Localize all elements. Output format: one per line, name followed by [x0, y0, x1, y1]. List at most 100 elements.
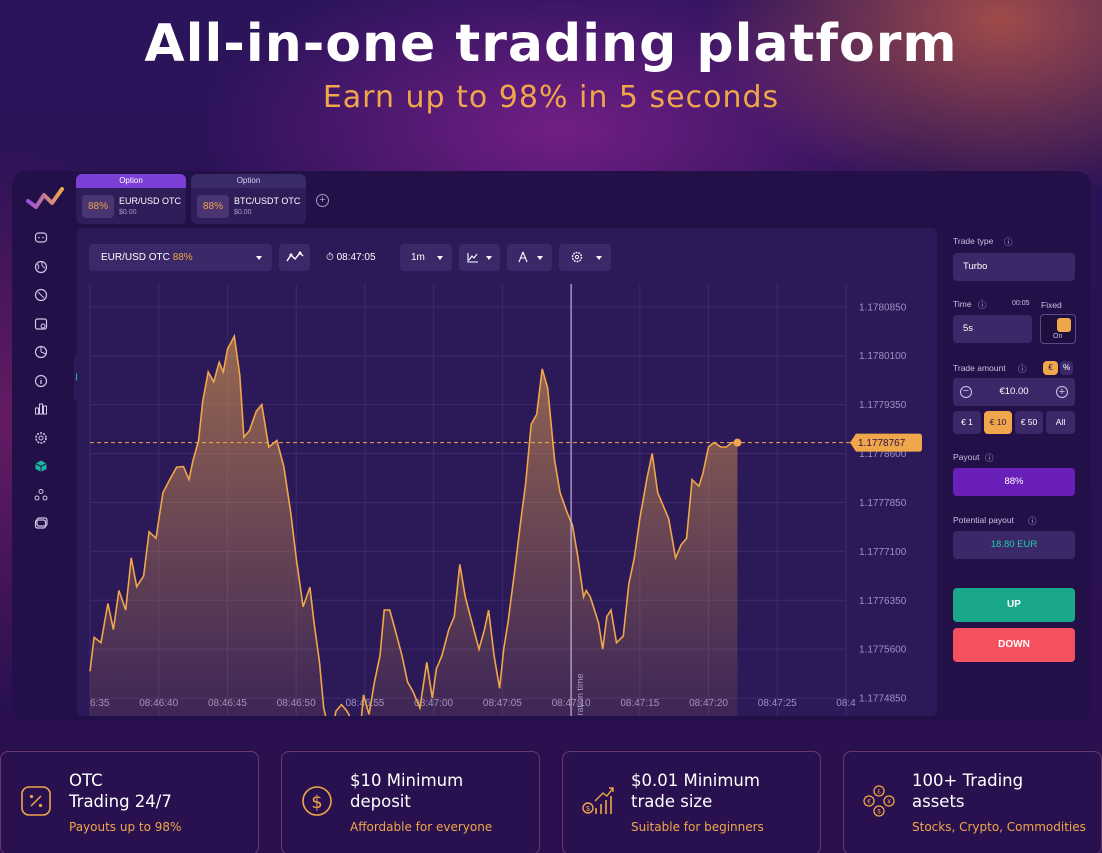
time-small-value: 00:05: [1012, 300, 1030, 307]
area-chart-icon: [467, 253, 478, 263]
feature-subtitle: Suitable for beginners: [631, 820, 764, 834]
fixed-label: Fixed: [1041, 300, 1062, 310]
up-button[interactable]: UP: [953, 588, 1075, 622]
svg-text:$: $: [586, 806, 590, 813]
feature-card-assets: £ € ¥ $ 100+ Trading assets Stocks, Crypto,…: [843, 751, 1102, 853]
price-chart[interactable]: 1.17808501.17801001.17793501.17786001.17…: [77, 228, 937, 716]
down-button[interactable]: DOWN: [953, 628, 1075, 662]
current-price-value: 1.1778767: [858, 438, 906, 449]
drawing-tools-selector[interactable]: [507, 244, 552, 271]
current-price-dot: [733, 438, 742, 447]
y-tick-label: 1.1780100: [859, 351, 907, 362]
plus-circle-icon[interactable]: +: [316, 194, 329, 207]
y-axis-labels: 1.17808501.17801001.17793501.17786001.17…: [859, 302, 907, 705]
feature-subtitle: Payouts up to 98%: [69, 820, 182, 834]
y-tick-label: 1.1779350: [859, 400, 907, 411]
trade-type-label: Trade type: [953, 236, 994, 246]
svg-text:€: €: [867, 800, 871, 806]
trade-amount-label: Trade amount: [953, 363, 1006, 373]
news-icon[interactable]: [34, 317, 48, 331]
tab-amount: $0.00: [119, 209, 137, 216]
info-icon: ⓘ: [1028, 516, 1037, 526]
chevron-down-icon: [537, 256, 543, 260]
currencies-icon: £ € ¥ $: [863, 785, 895, 817]
dollar-icon: $: [302, 786, 332, 816]
preset-50[interactable]: € 50: [1015, 411, 1043, 434]
y-tick-label: 1.1777100: [859, 547, 907, 558]
svg-text:$: $: [311, 792, 322, 813]
y-tick-label: 1.1774850: [859, 694, 907, 705]
currency-mode-button[interactable]: €: [1043, 361, 1058, 375]
x-tick-label: 08:4: [836, 698, 856, 709]
wallet-icon[interactable]: [34, 516, 48, 530]
percent-mode-button[interactable]: %: [1060, 361, 1073, 375]
clock-value: 08:47:05: [336, 252, 376, 263]
fixed-toggle[interactable]: On: [1040, 314, 1076, 344]
y-tick-label: 1.1780850: [859, 302, 907, 313]
tab-head-label: Option: [76, 174, 186, 188]
asset-payout: 88%: [172, 252, 193, 263]
asset-selector[interactable]: EUR/USD OTC 88%: [89, 244, 272, 271]
current-price-tag: 1.1778767: [850, 433, 922, 452]
trade-type-select[interactable]: Turbo: [953, 253, 1075, 281]
timeframe-selector[interactable]: 1m: [400, 244, 452, 271]
info-icon: ⓘ: [978, 300, 987, 310]
svg-text:£: £: [877, 790, 881, 796]
asset-name: EUR/USD OTC: [101, 252, 170, 263]
preset-all[interactable]: All: [1046, 411, 1075, 434]
price-area: [90, 336, 738, 716]
tab-eur-usd-otc[interactable]: Option 88% EUR/USD OTC $0.00: [76, 174, 186, 224]
chevron-down-icon: [437, 256, 443, 260]
globe-icon[interactable]: [34, 260, 48, 274]
price-line: [89, 333, 738, 716]
feature-title: $0.01 Minimum trade size: [631, 771, 760, 811]
indicator-button[interactable]: [279, 244, 310, 271]
tab-asset-name: EUR/USD OTC: [119, 196, 182, 206]
hero-title: All-in-one trading platform: [144, 14, 958, 74]
sidebar: [34, 231, 50, 545]
coins-icon[interactable]: [34, 288, 48, 302]
time-select[interactable]: 5s: [953, 315, 1032, 343]
chevron-down-icon: [486, 256, 492, 260]
tab-asset-name: BTC/USDT OTC: [234, 196, 301, 206]
stopwatch-icon: ⏱: [326, 252, 334, 263]
feature-subtitle: Stocks, Crypto, Commodities: [912, 820, 1086, 834]
info-icon[interactable]: [34, 374, 48, 388]
feature-card-deposit: $ $10 Minimum deposit Affordable for eve…: [281, 751, 540, 853]
chart-type-selector[interactable]: [459, 244, 500, 271]
preset-1[interactable]: € 1: [953, 411, 981, 434]
trade-amount-field[interactable]: − €10.00 +: [953, 378, 1075, 406]
leaderboard-icon[interactable]: [34, 402, 48, 416]
plus-icon[interactable]: +: [1056, 386, 1068, 398]
chart-settings-selector[interactable]: [559, 244, 611, 271]
y-tick-label: 1.1777850: [859, 498, 907, 509]
cube-icon[interactable]: [34, 459, 48, 473]
toggle-label: On: [1053, 333, 1063, 340]
settings-icon[interactable]: [34, 431, 48, 445]
trade-type-value: Turbo: [963, 261, 988, 272]
tab-payout: 88%: [82, 195, 114, 218]
trading-app-window: Option 88% EUR/USD OTC $0.00 Option 88% …: [12, 171, 1091, 721]
feature-title: OTC Trading 24/7: [69, 771, 172, 811]
preset-10[interactable]: € 10: [984, 411, 1012, 434]
team-icon[interactable]: [34, 488, 48, 502]
chart-panel: EUR/USD OTC 88% ⏱ 08:47:05 1m: [77, 228, 937, 716]
feature-title: 100+ Trading assets: [912, 771, 1024, 811]
payout-label: Payout: [953, 452, 980, 462]
minus-icon[interactable]: −: [960, 386, 972, 398]
feature-subtitle: Affordable for everyone: [350, 820, 493, 834]
drawing-icon: [518, 251, 528, 263]
logo-icon: [26, 187, 64, 209]
trend-icon: [286, 251, 304, 262]
feature-card-otc: OTC Trading 24/7 Payouts up to 98%: [0, 751, 259, 853]
chevron-down-icon: [256, 256, 262, 260]
tab-btc-usdt-otc[interactable]: Option 88% BTC/USDT OTC $0.00: [191, 174, 306, 224]
chevron-down-icon: [596, 256, 602, 260]
percent-icon: [21, 786, 51, 816]
chat-icon[interactable]: [34, 231, 48, 245]
history-icon[interactable]: [34, 345, 48, 359]
tab-amount: $0.00: [234, 209, 252, 216]
tab-head-label: Option: [191, 174, 306, 188]
svg-text:$: $: [877, 810, 881, 816]
y-tick-label: 1.1775600: [859, 645, 907, 656]
